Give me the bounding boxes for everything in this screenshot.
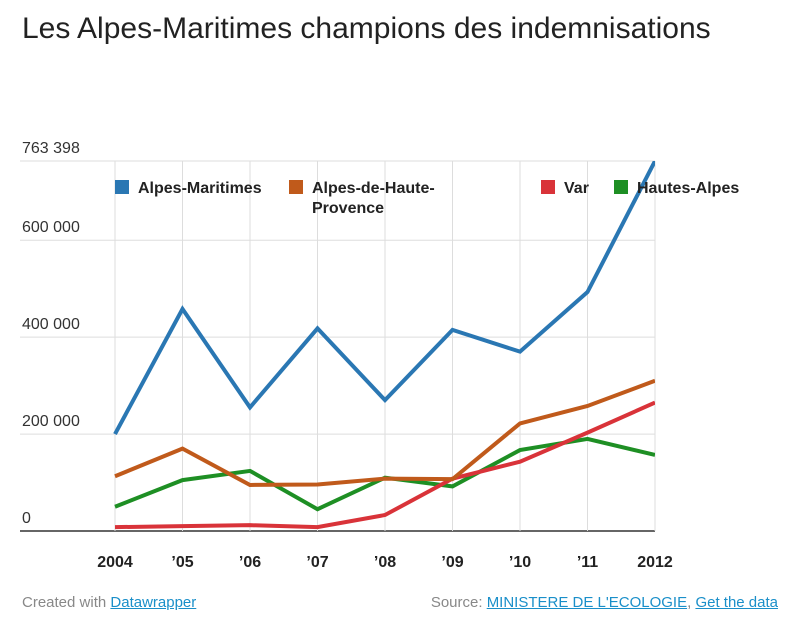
y-tick-label: 600 000 <box>22 219 80 236</box>
credit: Created with Datawrapper <box>22 594 196 611</box>
x-tick-label: ’07 <box>306 554 328 571</box>
y-tick-label: 200 000 <box>22 413 80 430</box>
x-tick-label: 2012 <box>637 554 673 571</box>
series-line-alpes-maritimes <box>113 161 655 436</box>
x-tick-label: ’11 <box>577 554 598 571</box>
chart-title: Les Alpes-Maritimes champions des indemn… <box>22 12 711 45</box>
credit-prefix: Created with <box>22 594 107 611</box>
series-line-alpes-de-haute-provence <box>114 378 655 487</box>
series-lines <box>113 161 655 530</box>
x-tick-label: ’09 <box>441 554 463 571</box>
x-tick-label: ’08 <box>374 554 396 571</box>
x-tick-label: ’05 <box>171 554 193 571</box>
source-link[interactable]: MINISTERE DE L'ECOLOGIE <box>486 594 688 611</box>
get-the-data-link[interactable]: Get the data <box>695 594 778 611</box>
legend-label: Hautes-Alpes <box>637 180 739 197</box>
x-axis-ticks: 2004 ’05 ’06 ’07 ’08 ’09 ’10 ’11 2012 <box>97 554 673 571</box>
legend-swatch <box>614 180 628 194</box>
legend-swatch <box>115 180 129 194</box>
y-axis-ticks: 0 200 000 400 000 600 000 763 398 <box>22 140 80 527</box>
legend-label: Alpes-de-Haute- <box>312 180 435 197</box>
datawrapper-link[interactable]: Datawrapper <box>110 594 197 611</box>
y-tick-label: 0 <box>22 510 31 527</box>
legend: Alpes-Maritimes Alpes-de-Haute- Provence Va… <box>115 180 739 217</box>
legend-label: Alpes-Maritimes <box>138 180 262 197</box>
source-prefix: Source: <box>430 594 483 611</box>
source: Source: MINISTERE DE L'ECOLOGIE, Get the… <box>431 594 778 611</box>
line-chart: 0 200 000 400 000 600 000 763 398 2004 ’05 ’06… <box>20 140 739 571</box>
y-tick-label: 400 000 <box>22 316 80 333</box>
x-tick-label: ’10 <box>509 554 531 571</box>
legend-label: Var <box>564 180 589 197</box>
source-separator: , <box>687 594 692 611</box>
grid-lines <box>20 160 656 532</box>
legend-swatch <box>289 180 303 194</box>
x-tick-label: ’06 <box>239 554 261 571</box>
y-tick-label: 763 398 <box>22 140 80 157</box>
legend-swatch <box>541 180 555 194</box>
series-line-var <box>114 400 655 530</box>
x-tick-label: 2004 <box>97 554 133 571</box>
legend-label: Provence <box>312 200 384 217</box>
